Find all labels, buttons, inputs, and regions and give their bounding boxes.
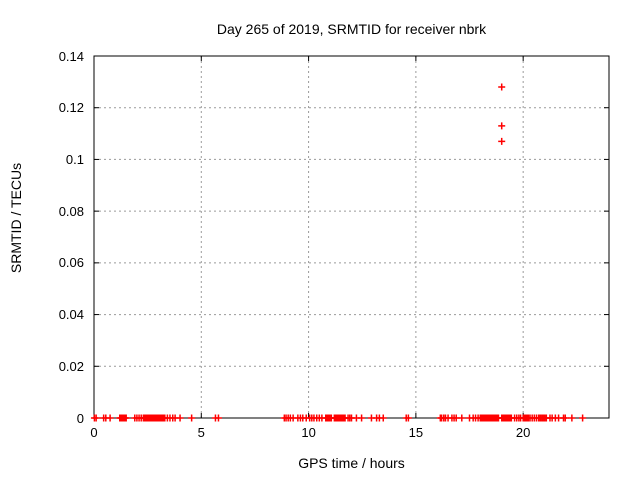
y-tick-label: 0.14: [58, 48, 84, 64]
data-point-marker: [404, 414, 412, 422]
data-point-marker: [379, 414, 387, 422]
outlier-point-marker: [498, 122, 506, 130]
chart-title: Day 265 of 2019, SRMTID for receiver nbr…: [216, 21, 487, 37]
data-point-marker: [106, 414, 114, 422]
plot-border: [93, 55, 610, 419]
data-point-marker: [568, 414, 576, 422]
data-point-marker: [358, 414, 366, 422]
x-tick-label: 15: [408, 425, 424, 440]
y-tick-label: 0: [76, 410, 84, 426]
outlier-point-marker: [498, 83, 506, 91]
data-point-marker: [188, 414, 196, 422]
data-point-marker: [176, 414, 184, 422]
data-point-marker: [458, 414, 466, 422]
x-tick-label: 20: [515, 425, 531, 440]
x-axis-label: GPS time / hours: [298, 455, 405, 471]
y-tick-label: 0.02: [58, 358, 84, 374]
data-point-marker: [561, 414, 569, 422]
y-tick-label: 0.08: [58, 203, 84, 219]
data-point-marker: [579, 414, 587, 422]
outlier-point-marker: [498, 137, 506, 145]
data-point-marker: [214, 414, 222, 422]
y-tick-label: 0.04: [58, 307, 84, 323]
y-tick-label: 0.12: [58, 100, 84, 116]
data-point-marker: [122, 414, 130, 422]
y-tick-label: 0.1: [65, 151, 84, 167]
x-tick-label: 5: [197, 425, 205, 440]
y-axis-label: SRMTID / TECUs: [8, 162, 24, 274]
data-point-marker: [92, 414, 100, 422]
y-tick-label: 0.06: [58, 255, 84, 271]
x-tick-label: 10: [301, 425, 316, 440]
x-tick-label: 0: [90, 425, 98, 440]
